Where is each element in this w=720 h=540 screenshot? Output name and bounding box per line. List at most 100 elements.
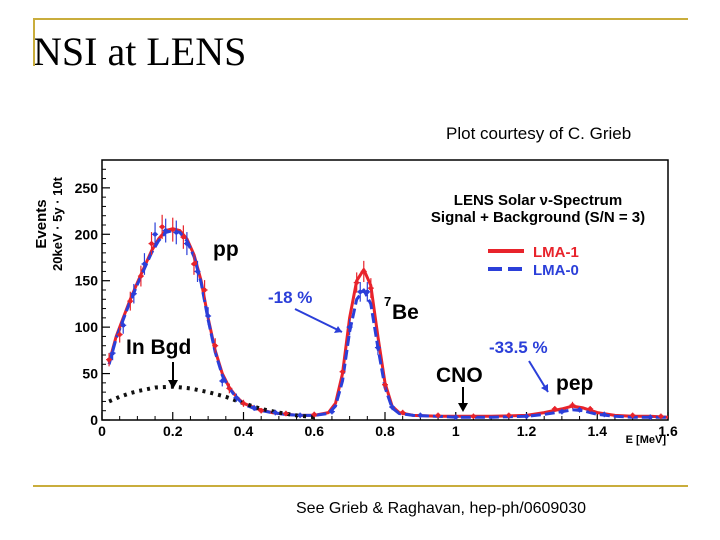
y-tick-label: 50 — [82, 366, 98, 382]
arrow-in-bgd-head — [168, 380, 178, 389]
top-rule — [33, 18, 688, 20]
data-point-red-marker — [159, 224, 165, 230]
slide-title: NSI at LENS — [33, 29, 247, 74]
data-points — [106, 214, 664, 420]
data-point-blue-marker — [142, 261, 147, 267]
data-point-red-marker — [400, 410, 405, 415]
data-point-red-marker — [361, 269, 366, 274]
y-tick-label: 250 — [75, 180, 99, 196]
data-point-red-marker — [552, 406, 557, 412]
data-point-red-marker — [227, 386, 232, 391]
x-tick-label: 1.6 — [658, 423, 678, 439]
x-tick-label: 1.4 — [588, 423, 608, 439]
data-point-blue-marker — [648, 415, 653, 420]
data-point-red-marker — [191, 261, 197, 267]
data-point-red-marker — [181, 234, 186, 240]
data-point-blue-marker — [365, 289, 370, 295]
data-point-blue-marker — [375, 345, 381, 350]
data-point-blue-marker — [195, 269, 200, 274]
chart-title: LENS Solar ν-Spectrum — [454, 192, 622, 209]
data-point-blue-marker — [602, 412, 607, 417]
x-tick-label: 0.8 — [375, 423, 395, 439]
data-point-red-marker — [117, 332, 122, 337]
y-axis-label: Events — [33, 199, 50, 248]
data-point-blue-marker — [131, 291, 137, 296]
annotation-be: Be — [392, 301, 419, 324]
data-point-blue-marker — [297, 413, 303, 418]
x-axis-label: E [MeV] — [626, 434, 667, 446]
data-point-blue-marker — [347, 324, 352, 330]
x-tick-label: 0 — [98, 423, 106, 439]
data-point-blue-marker — [163, 228, 168, 233]
footer-rule — [33, 485, 688, 487]
chart-subtitle: Signal + Background (S/N = 3) — [431, 209, 645, 226]
data-point-red-marker — [506, 413, 512, 418]
data-point-blue-marker — [121, 323, 126, 328]
annotation-pct-be: -18 % — [268, 288, 312, 307]
arrow-pep-head — [541, 384, 548, 392]
annotation-be-superscript: 7 — [384, 294, 391, 309]
plot-credit: Plot courtesy of C. Grieb — [446, 124, 632, 143]
data-point-red-marker — [138, 273, 144, 279]
data-point-blue-marker — [559, 409, 565, 414]
data-point-blue-marker — [453, 415, 458, 420]
data-point-blue-marker — [329, 409, 335, 414]
data-point-blue-marker — [220, 378, 225, 384]
data-point-blue-marker — [251, 405, 257, 411]
data-point-red-marker — [587, 406, 593, 412]
data-point-red-marker — [213, 343, 218, 348]
data-point-blue-marker — [184, 241, 190, 246]
y-tick-label: 200 — [75, 226, 99, 242]
annotation-in-bgd: In Bgd — [126, 336, 191, 359]
y-tick-label: 100 — [75, 319, 99, 335]
series-line-in-bgd — [108, 384, 315, 420]
annotation-pp: pp — [213, 238, 239, 261]
data-point-red-marker — [258, 408, 264, 413]
data-point-red-marker — [202, 287, 207, 293]
annotation-pct-pep: -33.5 % — [489, 338, 548, 357]
left-rule — [33, 18, 35, 66]
data-point-red-marker — [241, 401, 246, 406]
data-point-blue-marker — [524, 414, 529, 419]
data-point-red-marker — [368, 285, 374, 291]
data-point-blue-marker — [205, 313, 211, 319]
x-tick-label: 0.2 — [163, 423, 183, 439]
data-point-red-marker — [630, 413, 635, 418]
y-axis-ticks: 0 50 100 150 200 250 — [75, 168, 110, 428]
data-point-blue-marker — [174, 230, 179, 235]
annotation-pep: pep — [556, 372, 593, 395]
data-point-red-marker — [658, 414, 664, 419]
data-point-blue-marker — [110, 350, 115, 356]
x-tick-label: 0.4 — [234, 423, 254, 439]
x-axis-ticks: 0 0.2 0.4 0.6 0.8 1 1.2 1.4 1.6 — [98, 412, 678, 439]
data-point-blue-marker — [234, 395, 239, 400]
data-point-blue-marker — [418, 413, 423, 418]
data-point-red-marker — [354, 280, 359, 285]
data-point-blue-marker — [577, 407, 582, 412]
data-point-red-marker — [382, 382, 388, 387]
data-point-red-marker — [570, 402, 575, 408]
data-point-blue-marker — [358, 289, 363, 295]
y-tick-label: 150 — [75, 273, 99, 289]
data-point-red-marker — [471, 414, 476, 419]
legend: LMA-1 LMA-0 — [488, 244, 579, 279]
x-tick-label: 1 — [452, 423, 460, 439]
data-point-red-marker — [340, 369, 345, 374]
arrow-cno-head — [458, 403, 468, 412]
data-point-blue-marker — [389, 404, 395, 410]
legend-label-lma0: LMA-0 — [533, 262, 579, 279]
arrow-be — [294, 308, 343, 333]
data-point-red-marker — [106, 357, 112, 362]
annotation-cno: CNO — [436, 364, 483, 387]
data-point-red-marker — [312, 412, 317, 417]
data-point-red-marker — [283, 411, 289, 416]
footer-citation: See Grieb & Raghavan, hep-ph/0609030 — [296, 500, 586, 517]
data-point-blue-marker — [273, 410, 278, 415]
data-point-red-marker — [128, 298, 133, 304]
data-point-red-marker — [149, 241, 154, 246]
y-tick-label: 0 — [90, 412, 98, 428]
data-point-red-marker — [435, 413, 441, 418]
legend-label-lma1: LMA-1 — [533, 244, 579, 261]
y-axis-label-units: 20keV · 5y · 10t — [50, 176, 65, 271]
